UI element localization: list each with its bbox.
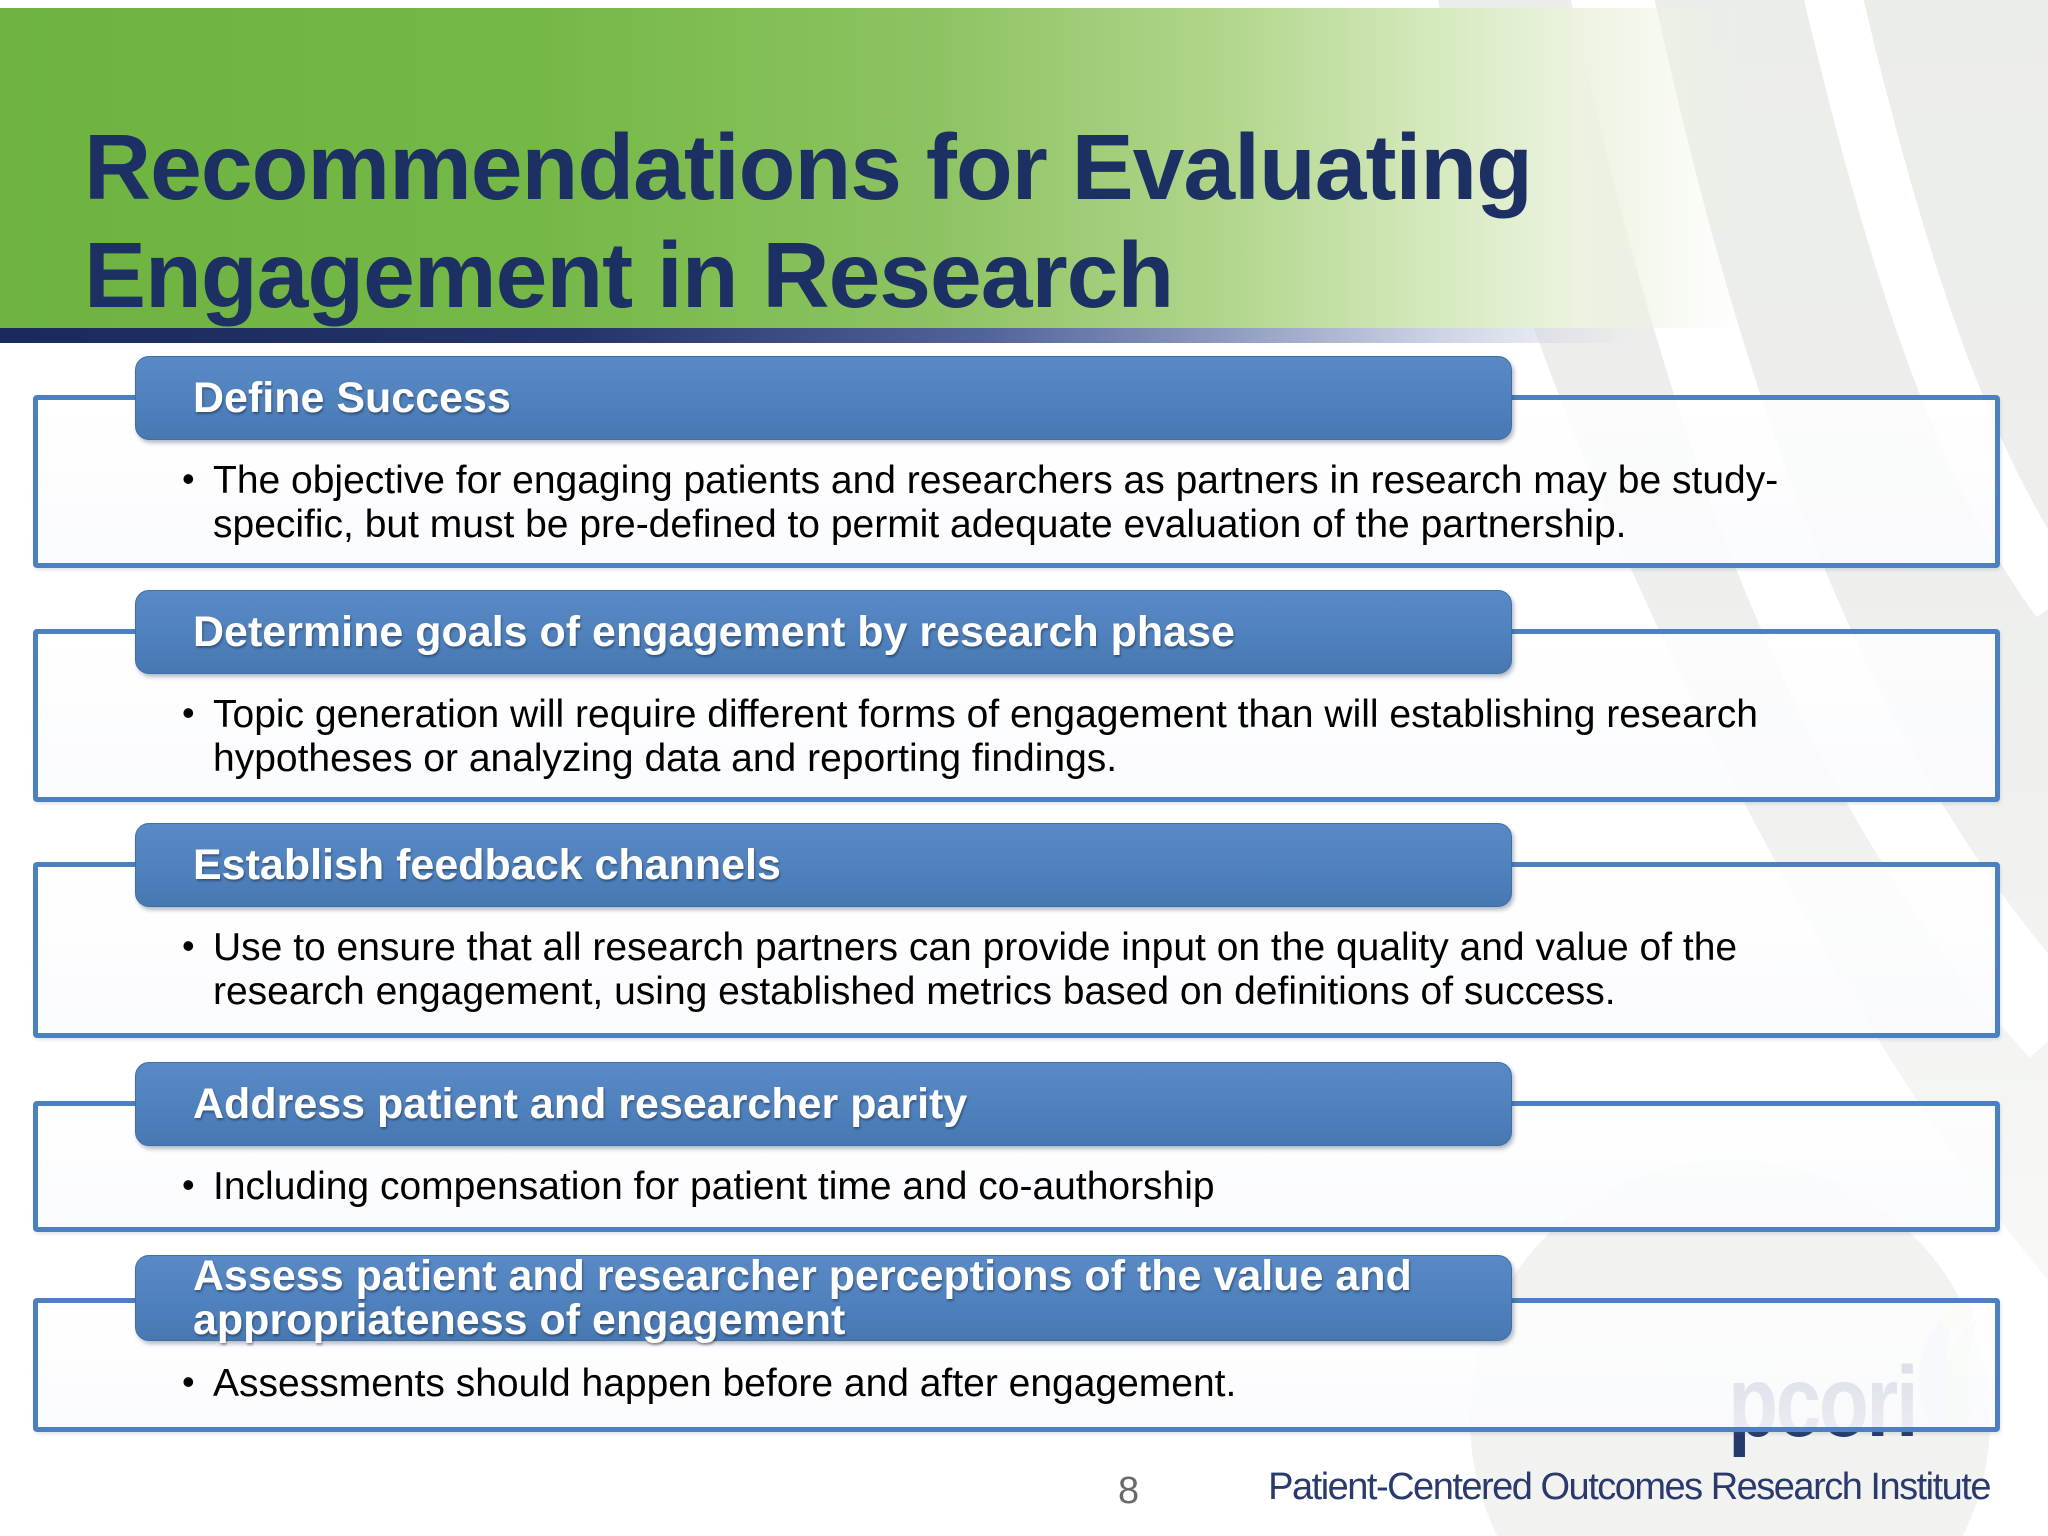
section-assess-perceptions: Assess patient and researcher perception…	[0, 1252, 2048, 1432]
section-determine-goals: Determine goals of engagement by researc…	[0, 590, 2048, 802]
header-band	[0, 8, 2048, 328]
footer-org-name: Patient-Centered Outcomes Research Insti…	[1268, 1466, 1991, 1508]
section-feedback-channels: Establish feedback channels Use to ensur…	[0, 823, 2048, 1038]
header-divider-bar	[0, 328, 2048, 343]
bullet-item: The objective for engaging patients and …	[182, 457, 1778, 547]
page-number: 8	[1118, 1470, 1140, 1512]
section-heading-bar: Establish feedback channels	[135, 823, 1512, 907]
section-parity: Address patient and researcher parity In…	[0, 1062, 2048, 1232]
bullet-item: Assessments should happen before and aft…	[182, 1360, 1236, 1406]
section-heading-bar: Define Success	[135, 356, 1512, 440]
section-heading-bar: Address patient and researcher parity	[135, 1062, 1512, 1146]
bullet-item: Topic generation will require different …	[182, 691, 1758, 781]
section-define-success: Define Success The objective for engagin…	[0, 356, 2048, 568]
section-heading: Determine goals of engagement by researc…	[193, 608, 1235, 656]
section-heading: Establish feedback channels	[193, 841, 781, 889]
section-heading-bar: Assess patient and researcher perception…	[135, 1252, 1512, 1344]
slide-title: Recommendations for Evaluating Engagemen…	[84, 115, 1533, 328]
section-heading-bar: Determine goals of engagement by researc…	[135, 590, 1512, 674]
section-heading: Assess patient and researcher perception…	[193, 1252, 1412, 1344]
bullet-item: Use to ensure that all research partners…	[182, 924, 1737, 1014]
section-heading: Define Success	[193, 374, 511, 422]
section-heading: Address patient and researcher parity	[193, 1080, 968, 1128]
bullet-item: Including compensation for patient time …	[182, 1163, 1215, 1209]
